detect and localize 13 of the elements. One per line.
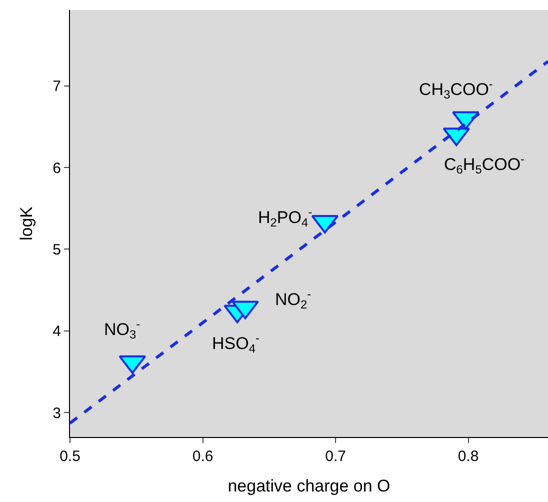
- x-tick-label: 0.5: [60, 448, 80, 465]
- x-tick-label: 0.7: [325, 448, 346, 465]
- y-tick-label: 7: [52, 78, 61, 96]
- x-tick-label: 0.6: [192, 448, 214, 465]
- y-tick-label: 3: [52, 404, 61, 422]
- y-tick-label: 6: [52, 160, 61, 177]
- x-tick-label: 0.8: [458, 448, 479, 465]
- y-tick-label: 4: [52, 323, 61, 340]
- y-tick-label: 5: [52, 241, 61, 258]
- annotation: CH$_{3}$COO$^{-}$: [419, 77, 493, 102]
- y-axis-title: logK: [17, 206, 36, 241]
- annotation: C$_{6}$H$_{5}$COO$^{-}$: [444, 152, 525, 177]
- x-axis-title: negative charge on O: [228, 476, 390, 496]
